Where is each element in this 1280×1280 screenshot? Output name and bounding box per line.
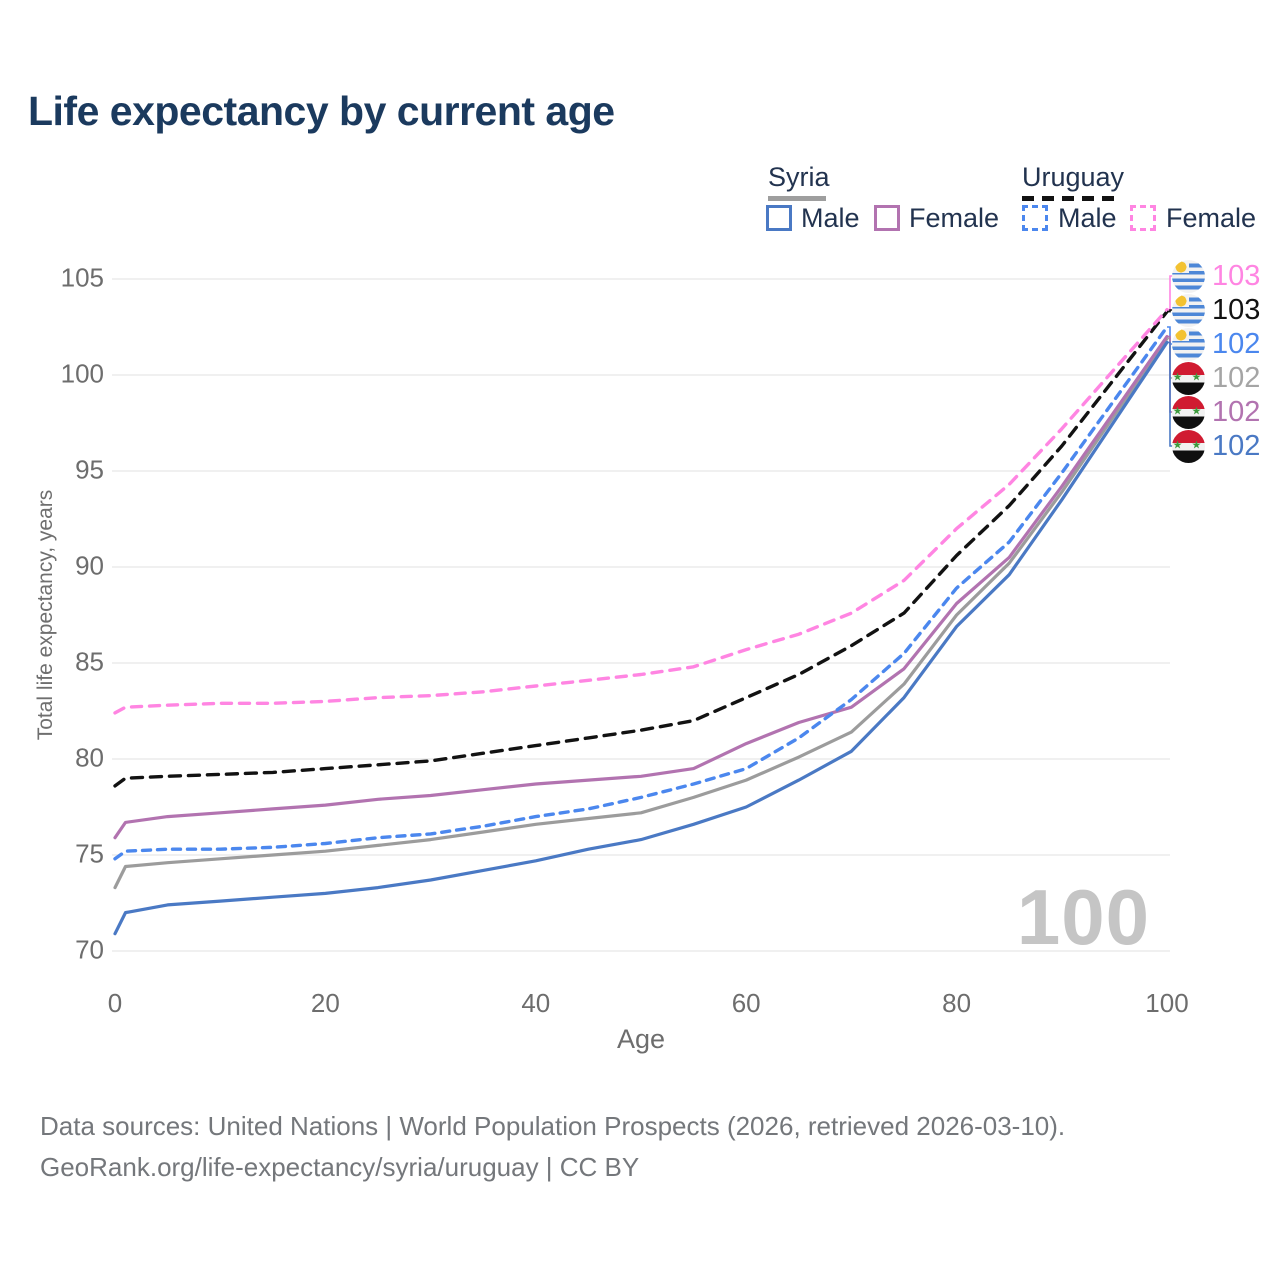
end-label-uruguay-female: 103 <box>1172 259 1260 293</box>
x-tick-0: 0 <box>107 988 123 1018</box>
end-value: 102 <box>1212 361 1261 394</box>
y-tick-80: 80 <box>75 742 104 773</box>
syria-flag-stars: ★ ★ <box>1172 371 1205 384</box>
y-tick-75: 75 <box>75 838 104 869</box>
age-counter-watermark: 100 <box>1016 873 1150 961</box>
end-value: 103 <box>1212 293 1261 326</box>
end-value: 102 <box>1212 327 1261 360</box>
legend-group-syria-label[interactable]: Syria <box>768 162 830 192</box>
end-label-syria-male: ★ ★ 102 <box>1172 429 1260 463</box>
legend-swatch-uruguay-female[interactable] <box>1130 205 1156 231</box>
legend-group-uruguay-label[interactable]: Uruguay <box>1022 162 1125 192</box>
y-tick-85: 85 <box>75 646 104 677</box>
legend-swatch-uruguay-male[interactable] <box>1022 205 1048 231</box>
syria-flag-stars: ★ ★ <box>1172 405 1205 418</box>
end-label-uruguay-male: 102 <box>1172 327 1260 361</box>
legend-label-syria-female[interactable]: Female <box>909 203 1000 233</box>
y-tick-105: 105 <box>60 262 104 293</box>
legend-swatch-syria-male[interactable] <box>766 205 792 231</box>
end-value: 103 <box>1212 259 1261 292</box>
y-tick-95: 95 <box>75 454 104 485</box>
footer: Data sources: United Nations | World Pop… <box>40 1106 1065 1188</box>
end-label-syria-total: ★ ★ 102 <box>1172 361 1260 395</box>
x-tick-20: 20 <box>310 988 340 1018</box>
legend-label-syria-male[interactable]: Male <box>801 203 860 233</box>
end-value: 102 <box>1212 429 1261 462</box>
legend-swatch-syria-female[interactable] <box>874 205 900 231</box>
syria-flag-icon: ★ ★ <box>1172 395 1205 429</box>
y-tick-100: 100 <box>60 358 104 389</box>
syria-flag-stars: ★ ★ <box>1172 439 1205 452</box>
series-line-syria-female <box>113 335 1169 840</box>
footer-data-sources: Data sources: United Nations | World Pop… <box>40 1111 1066 1141</box>
syria-flag-icon: ★ ★ <box>1172 429 1205 463</box>
uruguay-flag-icon <box>1172 293 1205 327</box>
x-tick-100: 100 <box>1145 988 1189 1018</box>
end-label-uruguay-total: 103 <box>1172 293 1260 327</box>
legend-label-uruguay-male[interactable]: Male <box>1058 203 1117 233</box>
x-tick-80: 80 <box>942 988 972 1018</box>
syria-line-style-swatch <box>768 196 826 201</box>
series-line-syria-male <box>113 340 1169 936</box>
chart-title: Life expectancy by current age <box>28 88 615 134</box>
end-label-syria-female: ★ ★ 102 <box>1172 395 1260 429</box>
end-value: 102 <box>1212 395 1261 428</box>
uruguay-flag-icon <box>1172 259 1205 293</box>
x-tick-40: 40 <box>521 988 551 1018</box>
uruguay-flag-icon <box>1172 327 1205 361</box>
uruguay-line-style-swatch <box>1022 196 1122 201</box>
x-tick-60: 60 <box>731 988 761 1018</box>
footer-attribution: GeoRank.org/life-expectancy/syria/urugua… <box>40 1152 640 1182</box>
y-tick-70: 70 <box>75 934 104 965</box>
series-line-uruguay-total <box>113 309 1169 788</box>
syria-flag-icon: ★ ★ <box>1172 361 1205 395</box>
series-line-syria-total <box>113 336 1169 890</box>
series-line-uruguay-male <box>113 325 1169 861</box>
legend-label-uruguay-female[interactable]: Female <box>1166 203 1257 233</box>
y-axis-label: Total life expectancy, years <box>34 489 57 741</box>
x-axis-label: Age <box>616 1024 666 1054</box>
series-line-uruguay-female <box>113 308 1169 715</box>
y-tick-90: 90 <box>75 550 104 581</box>
